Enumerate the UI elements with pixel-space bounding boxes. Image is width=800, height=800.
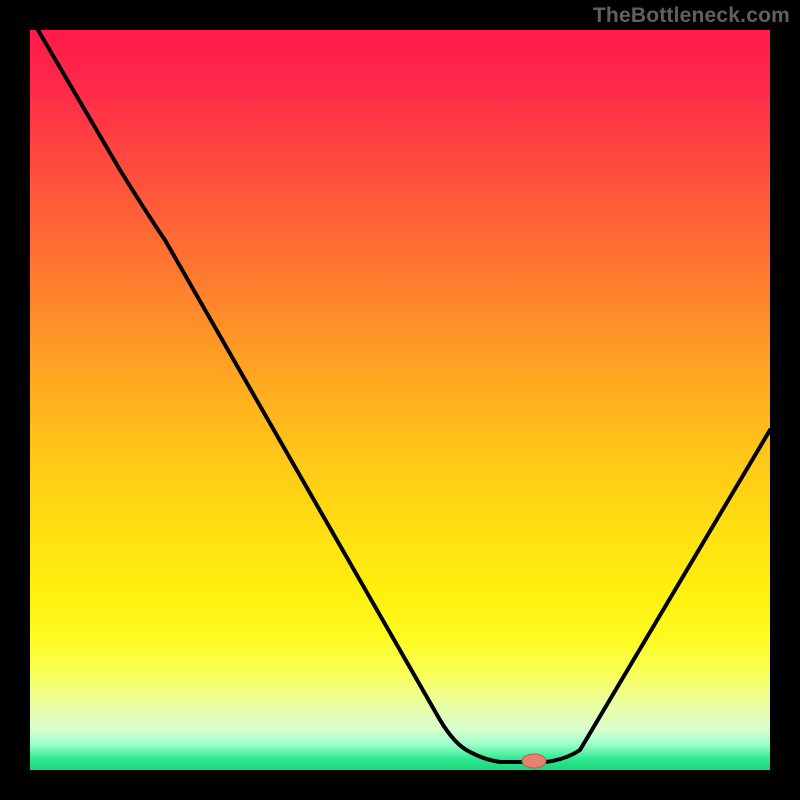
optimal-point-marker (522, 754, 546, 768)
chart-gradient-background (30, 30, 770, 770)
watermark-text: TheBottleneck.com (593, 4, 790, 28)
bottleneck-chart (0, 0, 800, 800)
chart-frame: TheBottleneck.com (0, 0, 800, 800)
